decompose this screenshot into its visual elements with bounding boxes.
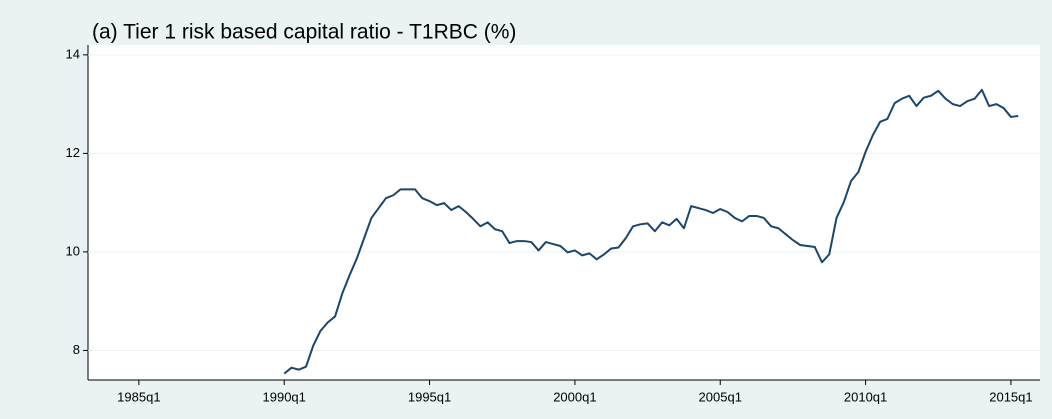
y-tick-label: 12 [66,145,80,160]
plot-area [88,45,1040,380]
x-tick-label: 1990q1 [263,389,306,404]
x-tick-label: 2010q1 [844,389,887,404]
x-tick-label: 2005q1 [699,389,742,404]
x-tick-label: 1985q1 [117,389,160,404]
chart-title: (a) Tier 1 risk based capital ratio - T1… [92,21,516,44]
y-tick-label: 8 [73,342,80,357]
y-tick-label: 10 [66,243,80,258]
x-tick-label: 2015q1 [989,389,1032,404]
data-line [283,88,1019,375]
x-tick-label: 2000q1 [553,389,596,404]
y-tick-label: 14 [66,46,80,61]
x-tick-label: 1995q1 [408,389,451,404]
